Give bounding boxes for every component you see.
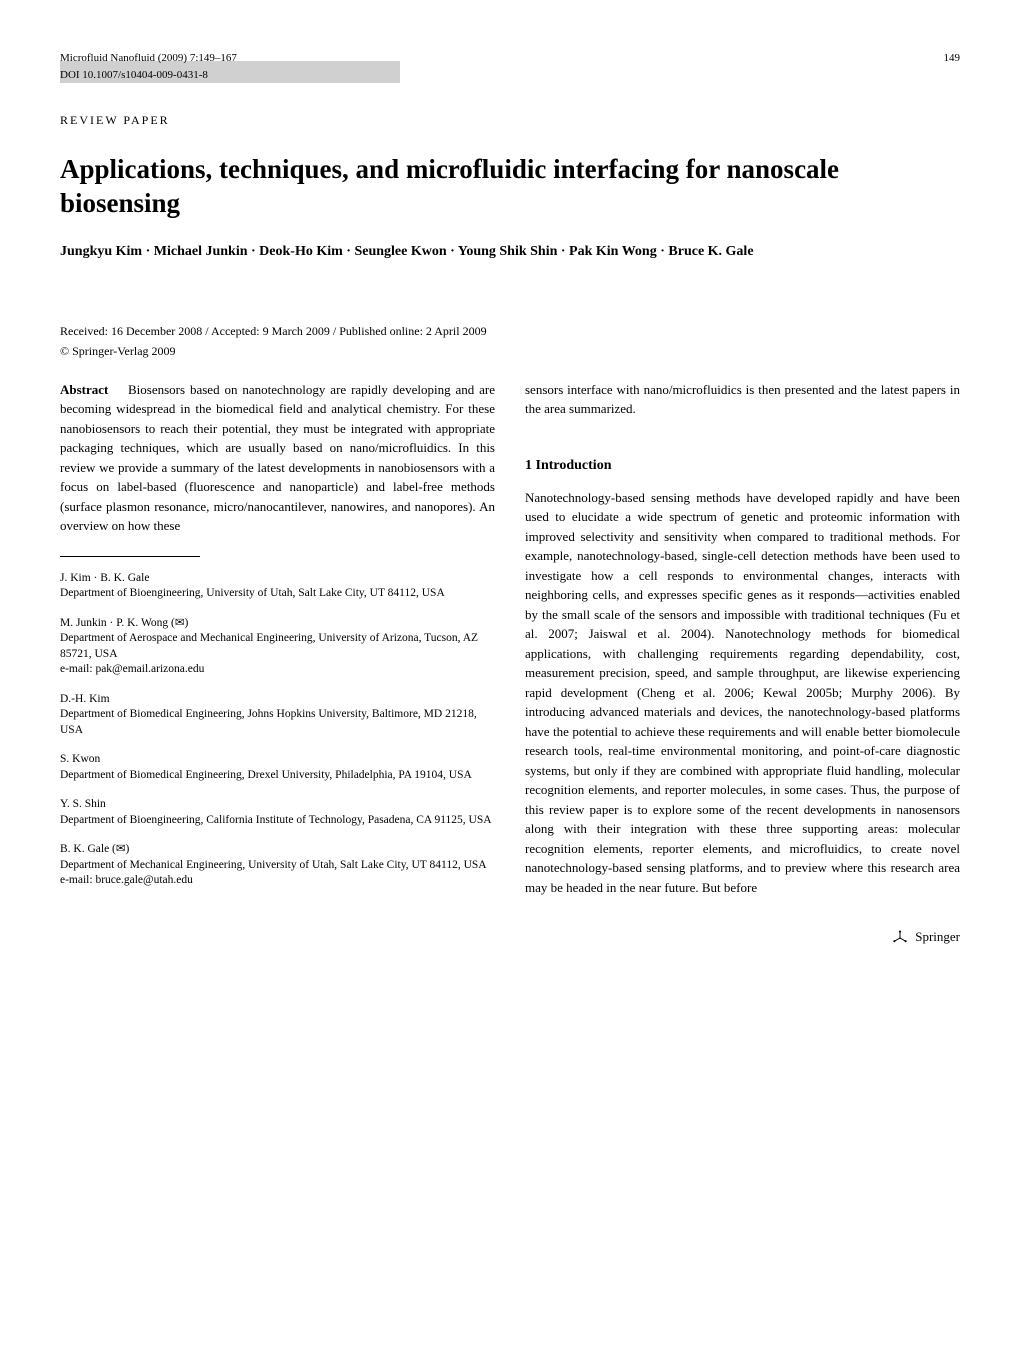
affiliation-block: M. Junkin · P. K. Wong (✉) Department of… bbox=[60, 616, 495, 678]
affil-dept: Department of Bioengineering, California… bbox=[60, 813, 495, 829]
affil-dept: Department of Bioengineering, University… bbox=[60, 586, 495, 602]
affil-names: M. Junkin · P. K. Wong (✉) bbox=[60, 616, 495, 632]
affiliation-block: B. K. Gale (✉) Department of Mechanical … bbox=[60, 842, 495, 889]
abstract-label: Abstract bbox=[60, 382, 108, 397]
article-type: REVIEW PAPER bbox=[60, 111, 960, 129]
publisher-name: Springer bbox=[915, 929, 960, 944]
article-type-bg bbox=[60, 61, 400, 83]
affil-dept: Department of Mechanical Engineering, Un… bbox=[60, 858, 495, 874]
affil-dept: Department of Aerospace and Mechanical E… bbox=[60, 631, 495, 662]
affil-email: e-mail: bruce.gale@utah.edu bbox=[60, 873, 495, 889]
abstract-paragraph: Abstract Biosensors based on nanotechnol… bbox=[60, 380, 495, 536]
affil-names: J. Kim · B. K. Gale bbox=[60, 571, 495, 587]
affil-dept: Department of Biomedical Engineering, Dr… bbox=[60, 768, 495, 784]
affiliation-block: J. Kim · B. K. Gale Department of Bioeng… bbox=[60, 571, 495, 602]
article-title: Applications, techniques, and microfluid… bbox=[60, 153, 960, 221]
springer-logo-icon bbox=[892, 930, 908, 946]
section-heading: 1 Introduction bbox=[525, 455, 960, 476]
affiliation-block: D.-H. Kim Department of Biomedical Engin… bbox=[60, 692, 495, 739]
affil-names: B. K. Gale (✉) bbox=[60, 842, 495, 858]
affil-names: S. Kwon bbox=[60, 752, 495, 768]
page-footer: Springer bbox=[60, 927, 960, 947]
article-dates: Received: 16 December 2008 / Accepted: 9… bbox=[60, 322, 960, 340]
affiliation-divider bbox=[60, 556, 200, 557]
affil-email: e-mail: pak@email.arizona.edu bbox=[60, 662, 495, 678]
affiliation-block: Y. S. Shin Department of Bioengineering,… bbox=[60, 797, 495, 828]
author-list: Jungkyu Kim · Michael Junkin · Deok-Ho K… bbox=[60, 241, 960, 262]
abstract-continuation: sensors interface with nano/microfluidic… bbox=[525, 380, 960, 419]
abstract-text: Biosensors based on nanotechnology are r… bbox=[60, 382, 495, 534]
copyright: © Springer-Verlag 2009 bbox=[60, 342, 960, 360]
affil-dept: Department of Biomedical Engineering, Jo… bbox=[60, 707, 495, 738]
section-body: Nanotechnology-based sensing methods hav… bbox=[525, 488, 960, 898]
affil-names: D.-H. Kim bbox=[60, 692, 495, 708]
affiliation-block: S. Kwon Department of Biomedical Enginee… bbox=[60, 752, 495, 783]
affil-names: Y. S. Shin bbox=[60, 797, 495, 813]
